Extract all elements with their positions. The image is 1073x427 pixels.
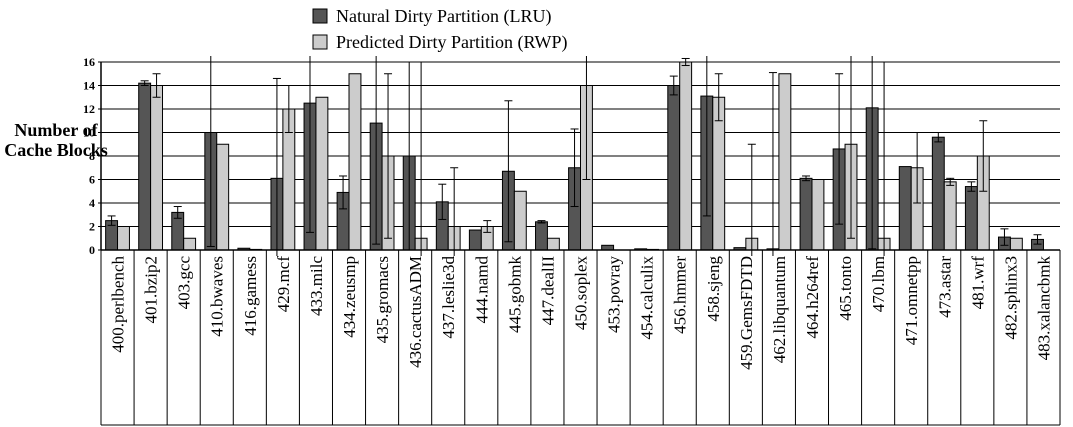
- x-tick-label: 401.bzip2: [142, 256, 161, 324]
- x-tick-label: 447.dealII: [538, 256, 557, 326]
- bar: [513, 190, 527, 251]
- bar: [183, 237, 197, 251]
- bar: [667, 85, 681, 251]
- x-tick-label: 464.h264ref: [803, 256, 822, 339]
- bar: [811, 179, 825, 251]
- x-tick-label: 458.sjeng: [704, 256, 723, 322]
- x-tick-label: 410.bwaves: [208, 256, 227, 337]
- bar: [315, 96, 329, 251]
- bar: [799, 177, 813, 251]
- y-tick-label: 12: [83, 102, 95, 116]
- bar: [535, 221, 548, 251]
- x-tick-label: 434.zeusmp: [340, 256, 359, 338]
- x-tick-label: 450.soplex: [572, 256, 591, 331]
- bar: [778, 73, 792, 251]
- y-axis-label: Cache Blocks: [4, 140, 108, 160]
- y-tick-label: 14: [83, 79, 95, 93]
- x-tick-label: 436.cactusADM: [406, 256, 425, 368]
- x-tick-label: 456.hmmer: [671, 256, 690, 334]
- legend-swatch: [312, 34, 328, 50]
- y-tick-label: 4: [89, 196, 95, 210]
- bar: [468, 229, 482, 251]
- x-tick-label: 444.namd: [472, 256, 491, 324]
- y-tick-label: 10: [83, 126, 95, 140]
- y-tick-label: 6: [89, 173, 95, 187]
- x-tick-label: 459.GemsFDTD: [737, 256, 756, 370]
- x-tick-label: 483.xalancbmk: [1034, 256, 1053, 361]
- x-tick-label: 454.calculix: [638, 256, 657, 340]
- x-tick-label: 429.mcf: [274, 256, 293, 313]
- x-tick-label: 437.leslie3d: [439, 256, 458, 339]
- bar: [1009, 237, 1023, 251]
- y-tick-label: 8: [89, 149, 95, 163]
- legend-label: Predicted Dirty Partition (RWP): [336, 32, 567, 53]
- x-tick-label: 462.libquantum: [770, 256, 789, 363]
- bar: [546, 237, 560, 251]
- x-tick-label: 445.gobmk: [505, 256, 524, 333]
- x-tick-label: 435.gromacs: [373, 256, 392, 343]
- bar: [931, 136, 945, 251]
- y-tick-label: 16: [83, 55, 95, 69]
- x-tick-label: 465.tonto: [836, 256, 855, 321]
- legend-swatch: [312, 8, 328, 24]
- bar: [150, 85, 164, 251]
- bar: [898, 166, 912, 251]
- legend-label: Natural Dirty Partition (LRU): [336, 6, 551, 27]
- x-tick-label: 471.omnetpp: [902, 256, 921, 345]
- y-tick-label: 2: [89, 220, 95, 234]
- x-tick-label: 470.lbm: [869, 256, 888, 312]
- bar: [138, 82, 152, 251]
- x-tick-label: 481.wrf: [968, 256, 987, 310]
- bar: [943, 181, 957, 251]
- x-tick-label: 433.milc: [307, 256, 326, 316]
- bar: [964, 186, 978, 251]
- x-tick-label: 482.sphinx3: [1001, 256, 1020, 340]
- x-tick-label: 453.povray: [605, 256, 624, 333]
- plot-area: [105, 56, 1044, 256]
- bar: [679, 61, 693, 251]
- bar: [348, 73, 362, 251]
- x-tick-label: 473.astar: [935, 256, 954, 318]
- y-tick-label: 0: [89, 243, 95, 257]
- x-tick-label: 403.gcc: [175, 256, 194, 310]
- bar: [117, 226, 130, 251]
- bar: [216, 143, 230, 251]
- x-tick-label: 400.perlbench: [109, 256, 128, 353]
- x-tick-label: 416.gamess: [241, 256, 260, 336]
- y-axis-label: Number of: [14, 120, 98, 140]
